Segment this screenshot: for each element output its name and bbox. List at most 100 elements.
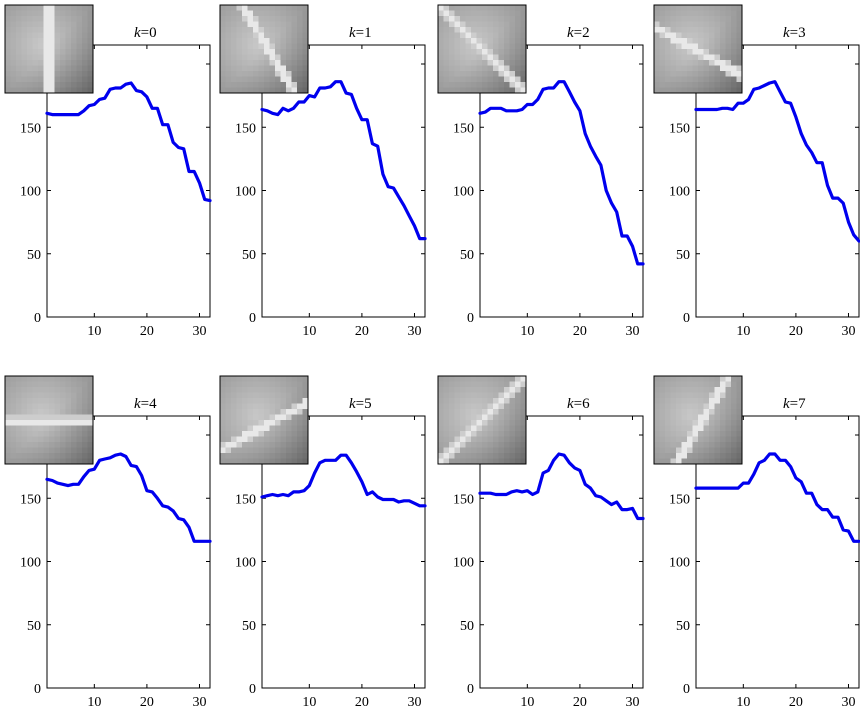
y-tick-label: 0 [34,311,41,326]
y-tick-label: 150 [235,121,256,136]
y-tick-label: 150 [669,492,690,507]
y-tick-label: 100 [20,556,41,571]
y-tick-label: 100 [20,185,41,200]
panel-label: k=5 [349,396,372,412]
x-tick-label: 30 [625,324,639,339]
x-tick-label: 30 [841,695,855,710]
panel-label: k=4 [134,396,157,412]
texture-thumbnail [219,4,309,94]
y-tick-label: 50 [460,619,474,634]
axes-frame [46,44,211,318]
x-tick-label: 10 [736,695,750,710]
series-line [478,452,645,521]
panel-label: k=2 [567,25,590,41]
series-line [694,452,860,543]
series-line [45,452,212,543]
x-tick-label: 30 [841,324,855,339]
x-tick-label: 30 [407,695,421,710]
y-tick-label: 0 [467,682,474,697]
y-tick-label: 150 [669,121,690,136]
panel-label-value: =4 [141,396,157,412]
panel-label: k=3 [783,25,806,41]
panel-label-value: =1 [356,25,372,41]
panel-label-var: k [783,25,790,41]
axes-frame [46,415,211,689]
series-line [694,80,860,243]
texture-thumbnail [4,375,94,465]
x-tick-label: 20 [355,324,369,339]
panel-label-value: =5 [356,396,372,412]
y-tick-label: 50 [27,248,41,263]
panel-label: k=1 [349,25,372,41]
panel-label: k=7 [783,396,806,412]
y-tick-label: 100 [453,185,474,200]
y-tick-label: 50 [242,248,256,263]
y-tick-label: 50 [460,248,474,263]
y-tick-label: 0 [249,311,256,326]
chart-panel-1: 050100150200102030k=1 [219,4,427,339]
panel-label-var: k [349,396,356,412]
panel-label-value: =7 [790,396,806,412]
axes-frame [261,415,426,689]
panel-label-var: k [783,396,790,412]
series-line [260,80,427,241]
axes-frame [479,44,644,318]
panel-label-value: =2 [574,25,590,41]
panel-label-value: =3 [790,25,806,41]
y-tick-label: 50 [242,619,256,634]
chart-panel-7: 050100150200102030k=7 [653,375,860,710]
series-line [45,81,212,203]
x-tick-label: 20 [140,695,154,710]
axes-frame [261,44,426,318]
y-tick-label: 150 [20,492,41,507]
x-tick-label: 20 [573,324,587,339]
panel-label-var: k [134,396,141,412]
axes-frame [695,415,860,689]
panel-label-var: k [567,25,574,41]
y-tick-label: 100 [669,556,690,571]
y-tick-label: 150 [235,492,256,507]
panel-label-value: =6 [574,396,590,412]
chart-panel-0: 050100150200102030k=0 [4,4,212,339]
x-tick-label: 30 [407,324,421,339]
x-tick-label: 20 [355,695,369,710]
chart-panel-6: 050100150200102030k=6 [437,375,645,710]
texture-thumbnail [653,4,743,94]
y-tick-label: 100 [453,556,474,571]
y-tick-label: 100 [669,185,690,200]
x-tick-label: 30 [192,324,206,339]
chart-panel-4: 050100150200102030k=4 [4,375,212,710]
y-tick-label: 50 [676,619,690,634]
x-tick-label: 20 [140,324,154,339]
texture-thumbnail [437,375,527,465]
panel-label-var: k [567,396,574,412]
y-tick-label: 150 [453,492,474,507]
y-tick-label: 50 [676,248,690,263]
panel-label-var: k [134,25,141,41]
x-tick-label: 10 [520,695,534,710]
x-tick-label: 10 [302,695,316,710]
x-tick-label: 10 [520,324,534,339]
chart-panel-3: 050100150200102030k=3 [653,4,860,339]
x-tick-label: 30 [192,695,206,710]
x-tick-label: 30 [625,695,639,710]
x-tick-label: 10 [87,695,101,710]
y-tick-label: 100 [235,185,256,200]
series-line [478,80,645,266]
y-tick-label: 150 [453,121,474,136]
axes-frame [479,415,644,689]
axes-frame [695,44,860,318]
chart-panel-2: 050100150200102030k=2 [437,4,645,339]
texture-thumbnail [437,4,527,94]
y-tick-label: 150 [20,121,41,136]
x-tick-label: 10 [736,324,750,339]
panel-label: k=0 [134,25,157,41]
y-tick-label: 0 [683,311,690,326]
y-tick-label: 0 [249,682,256,697]
texture-thumbnail [219,375,309,465]
chart-panel-5: 050100150200102030k=5 [219,375,427,710]
x-tick-label: 10 [302,324,316,339]
series-line [260,453,427,508]
y-tick-label: 0 [467,311,474,326]
